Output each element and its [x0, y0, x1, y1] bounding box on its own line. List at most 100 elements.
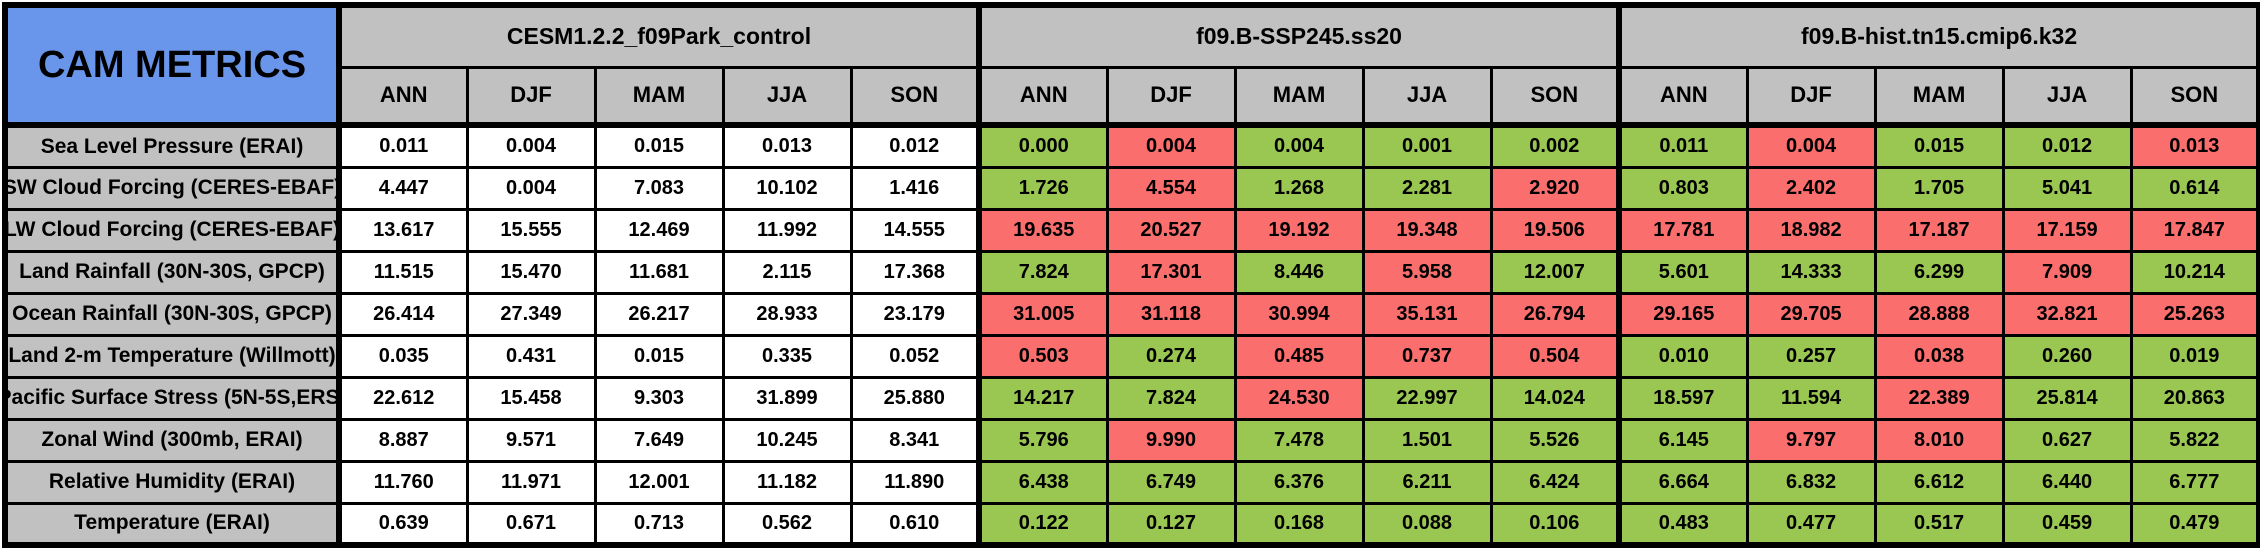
metric-value-cell: 0.011: [336, 123, 469, 169]
metric-value-cell: 6.145: [1616, 417, 1749, 463]
metric-value-cell: 0.012: [2001, 123, 2133, 169]
season-column-header: DJF: [465, 65, 597, 128]
metric-value-cell: 27.349: [465, 291, 597, 337]
group-header-row: CAM METRICS CESM1.2.2_f09Park_control f0…: [3, 3, 2260, 128]
metric-value-cell: 30.994: [1233, 291, 1365, 337]
metric-value-cell: 0.127: [1105, 501, 1237, 547]
metric-row-label-text: Ocean Rainfall (30N-30S, GPCP): [12, 302, 332, 325]
metric-row-label: Sea Level Pressure (ERAI): [3, 123, 342, 169]
metric-value-cell: 14.555: [849, 207, 981, 253]
metric-value-cell: 6.832: [1745, 459, 1877, 505]
metric-value-cell: 8.887: [336, 417, 469, 463]
metric-value-cell: 6.299: [1873, 249, 2005, 295]
metric-value-cell: 0.004: [1745, 123, 1877, 169]
metric-value-cell: 0.431: [465, 333, 597, 379]
metric-value-cell: 20.863: [2129, 375, 2260, 421]
season-column-header: JJA: [721, 65, 853, 128]
metric-value-cell: 35.131: [1361, 291, 1493, 337]
metric-value-cell: 15.555: [465, 207, 597, 253]
season-column-header: JJA: [2001, 65, 2133, 128]
metric-value-cell: 0.000: [976, 123, 1109, 169]
metric-value-cell: 29.705: [1745, 291, 1877, 337]
metric-value-cell: 0.013: [2129, 123, 2260, 169]
metric-value-cell: 0.503: [976, 333, 1109, 379]
metric-value-cell: 0.803: [1616, 165, 1749, 211]
metric-row-label: Relative Humidity (ERAI): [3, 459, 342, 505]
metric-value-cell: 11.760: [336, 459, 469, 505]
metric-value-cell: 0.004: [1105, 123, 1237, 169]
metric-value-cell: 17.301: [1105, 249, 1237, 295]
metric-value-cell: 0.639: [336, 501, 469, 547]
metric-value-cell: 6.211: [1361, 459, 1493, 505]
season-column-header: SON: [2129, 65, 2260, 128]
metric-value-cell: 0.004: [465, 165, 597, 211]
metric-value-cell: 29.165: [1616, 291, 1749, 337]
metric-value-cell: 31.899: [721, 375, 853, 421]
metric-value-cell: 15.458: [465, 375, 597, 421]
metric-value-cell: 6.438: [976, 459, 1109, 505]
metric-value-cell: 4.447: [336, 165, 469, 211]
metric-value-cell: 0.562: [721, 501, 853, 547]
metric-value-cell: 7.909: [2001, 249, 2133, 295]
metric-value-cell: 0.485: [1233, 333, 1365, 379]
metric-value-cell: 0.479: [2129, 501, 2260, 547]
season-column-header: DJF: [1745, 65, 1877, 128]
metric-value-cell: 18.597: [1616, 375, 1749, 421]
metric-value-cell: 0.011: [1616, 123, 1749, 169]
metric-value-cell: 26.794: [1489, 291, 1621, 337]
metric-value-cell: 5.822: [2129, 417, 2260, 463]
metric-value-cell: 0.002: [1489, 123, 1621, 169]
metric-value-cell: 11.594: [1745, 375, 1877, 421]
metric-value-cell: 0.035: [336, 333, 469, 379]
table-row: Zonal Wind (300mb, ERAI) 8.887 9.571 7.649 1…: [3, 417, 2260, 463]
metric-value-cell: 1.501: [1361, 417, 1493, 463]
metric-value-cell: 11.182: [721, 459, 853, 505]
metric-value-cell: 0.737: [1361, 333, 1493, 379]
metric-value-cell: 9.571: [465, 417, 597, 463]
metric-value-cell: 0.013: [721, 123, 853, 169]
metric-value-cell: 1.705: [1873, 165, 2005, 211]
season-column-header: MAM: [1233, 65, 1365, 128]
metric-value-cell: 0.019: [2129, 333, 2260, 379]
model-group-header-control: CESM1.2.2_f09Park_control: [337, 3, 981, 69]
metric-row-label: Pacific Surface Stress (5N-5S,ERS): [3, 375, 342, 421]
metric-value-cell: 0.627: [2001, 417, 2133, 463]
metric-value-cell: 2.402: [1745, 165, 1877, 211]
season-column-header: SON: [849, 65, 981, 128]
metric-value-cell: 11.681: [593, 249, 725, 295]
metric-value-cell: 8.446: [1233, 249, 1365, 295]
season-column-header: ANN: [976, 65, 1109, 128]
metric-value-cell: 14.024: [1489, 375, 1621, 421]
table-row: Land 2-m Temperature (Willmott) 0.035 0.43…: [3, 333, 2260, 379]
metric-value-cell: 5.526: [1489, 417, 1621, 463]
metric-value-cell: 0.335: [721, 333, 853, 379]
table-title: CAM METRICS: [3, 3, 342, 128]
metric-row-label: SW Cloud Forcing (CERES-EBAF): [3, 165, 342, 211]
metric-value-cell: 6.424: [1489, 459, 1621, 505]
metric-value-cell: 14.217: [976, 375, 1109, 421]
metric-value-cell: 7.083: [593, 165, 725, 211]
metric-value-cell: 0.260: [2001, 333, 2133, 379]
table-row: Land Rainfall (30N-30S, GPCP) 11.515 15.47…: [3, 249, 2260, 295]
metric-value-cell: 0.004: [465, 123, 597, 169]
metric-value-cell: 7.649: [593, 417, 725, 463]
metric-value-cell: 15.470: [465, 249, 597, 295]
metric-value-cell: 0.483: [1616, 501, 1749, 547]
metric-value-cell: 6.440: [2001, 459, 2133, 505]
metric-value-cell: 6.664: [1616, 459, 1749, 505]
metric-value-cell: 14.333: [1745, 249, 1877, 295]
metric-row-label: Land 2-m Temperature (Willmott): [3, 333, 342, 379]
metric-value-cell: 10.214: [2129, 249, 2260, 295]
season-column-header: MAM: [1873, 65, 2005, 128]
metric-value-cell: 2.115: [721, 249, 853, 295]
metric-value-cell: 0.015: [1873, 123, 2005, 169]
season-column-header: MAM: [593, 65, 725, 128]
table-row: Pacific Surface Stress (5N-5S,ERS) 22.612…: [3, 375, 2260, 421]
metric-value-cell: 17.847: [2129, 207, 2260, 253]
metric-row-label: Temperature (ERAI): [3, 501, 342, 547]
metric-value-cell: 0.122: [976, 501, 1109, 547]
metric-value-cell: 7.478: [1233, 417, 1365, 463]
metric-value-cell: 0.004: [1233, 123, 1365, 169]
metric-row-label-text: Land 2-m Temperature (Willmott): [8, 344, 336, 367]
model-group-header-hist: f09.B-hist.tn15.cmip6.k32: [1616, 3, 2260, 69]
